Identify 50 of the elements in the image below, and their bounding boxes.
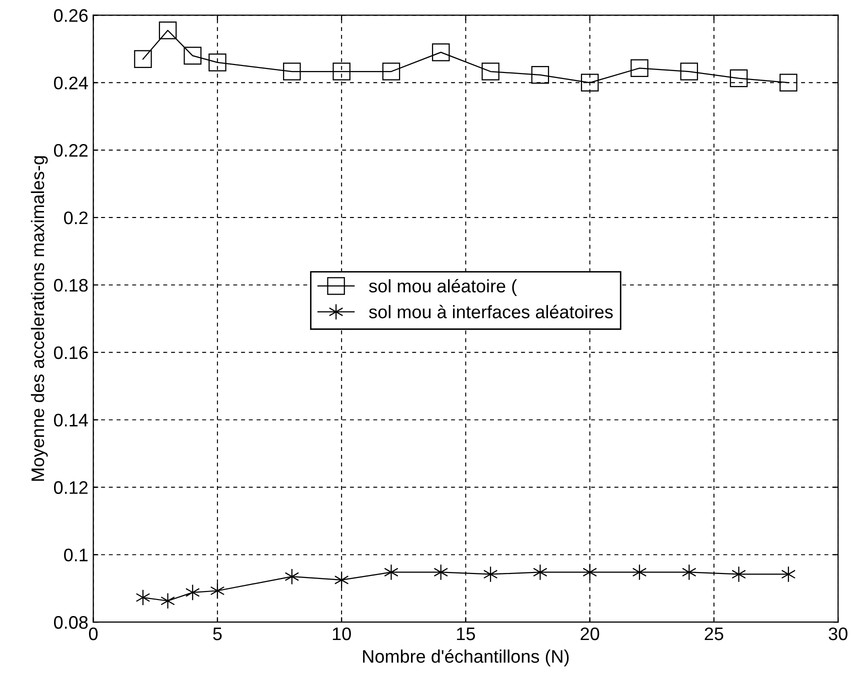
point xyxy=(482,62,500,80)
point xyxy=(582,564,597,580)
y-tick-label: 0.2 xyxy=(64,211,88,224)
point xyxy=(780,74,798,92)
point xyxy=(384,564,398,580)
point xyxy=(284,568,300,585)
point xyxy=(680,62,698,80)
point xyxy=(283,62,301,80)
x-tick-label: 20 xyxy=(580,627,600,640)
y-tick-label: 0.24 xyxy=(54,76,88,90)
point xyxy=(483,566,498,582)
y-tick-label: 0.16 xyxy=(54,346,88,360)
point xyxy=(632,564,647,580)
y-tick-label: 0.22 xyxy=(54,144,88,157)
y-tick-label: 0.08 xyxy=(54,616,88,629)
point xyxy=(682,564,696,580)
x-tick-label: 5 xyxy=(213,628,222,640)
point xyxy=(382,62,400,80)
legend-label: sol mou aléatoire ( xyxy=(369,279,517,296)
point xyxy=(434,564,448,580)
y-tick-label: 0.1 xyxy=(64,548,88,562)
point xyxy=(531,66,550,84)
x-tick-label: 10 xyxy=(332,627,351,640)
point xyxy=(730,69,748,88)
point xyxy=(185,584,200,601)
point xyxy=(136,589,150,606)
y-tick-label: 0.18 xyxy=(54,278,88,292)
point xyxy=(184,46,202,65)
point xyxy=(210,582,225,599)
x-tick-label: 25 xyxy=(704,627,724,640)
point xyxy=(580,74,599,92)
point xyxy=(332,62,350,80)
point xyxy=(208,54,226,72)
x-axis-title: Nombre d'échantillons (N) xyxy=(363,649,569,666)
x-tick-label: 15 xyxy=(457,628,475,640)
point xyxy=(732,566,746,582)
y-axis-title: Moyenne des accelerations maximales-g xyxy=(30,156,48,481)
x-tick-label: 0 xyxy=(88,627,98,640)
y-tick-label: 0.12 xyxy=(54,481,88,494)
point xyxy=(158,22,177,40)
x-tick-label: 30 xyxy=(828,627,848,640)
y-tick-label: 0.14 xyxy=(54,414,88,427)
point xyxy=(781,566,796,582)
y-tick-label: 0.26 xyxy=(54,9,88,22)
point xyxy=(533,564,548,580)
point xyxy=(134,50,152,68)
point xyxy=(630,59,648,78)
point xyxy=(432,43,450,62)
legend-label: sol mou à interfaces aléatoires xyxy=(369,304,613,318)
point xyxy=(160,592,175,610)
